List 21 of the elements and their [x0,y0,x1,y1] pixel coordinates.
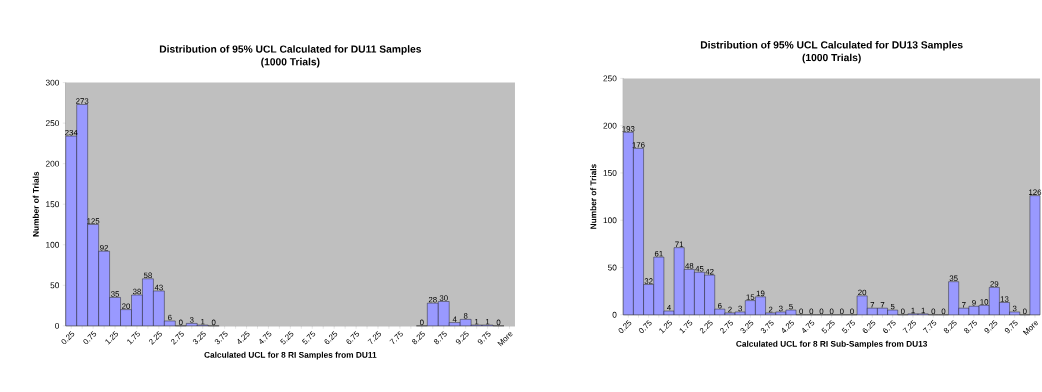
y-tick-label: 200 [45,160,60,167]
y-tick-label: 250 [45,120,60,126]
x-axis-title: Calculated UCL for 8 RI Sub-Samples from DU13 [736,340,928,349]
y-tick-label: 150 [603,169,617,176]
x-axis-title: Calculated UCL for 8 RI Samples from DU11 [204,351,377,360]
y-tick-label: 0 [612,311,617,318]
chart-subtitle: (1000 Trials) [261,57,320,68]
y-axis-title: Number of Trials [590,164,597,229]
y-tick-label: 200 [603,122,617,129]
y-tick-label: 50 [607,264,617,271]
y-tick-label: 100 [46,241,60,248]
y-tick-label: 250 [603,75,617,82]
y-tick-label: 300 [45,79,60,86]
y-tick-label: 100 [603,217,617,224]
y-tick-label: 50 [50,282,60,289]
y-axis-title: Number of Trials [32,171,39,237]
y-tick-label: 150 [46,201,60,207]
chart-title: Distribution of 95% UCL Calculated for DU13 Samples [700,40,963,51]
chart-subtitle: (1000 Trials) [802,53,861,64]
chart-title: Distribution of 95% UCL Calculated for DU11 Samples [159,45,422,55]
y-tick-label: 0 [55,322,60,329]
